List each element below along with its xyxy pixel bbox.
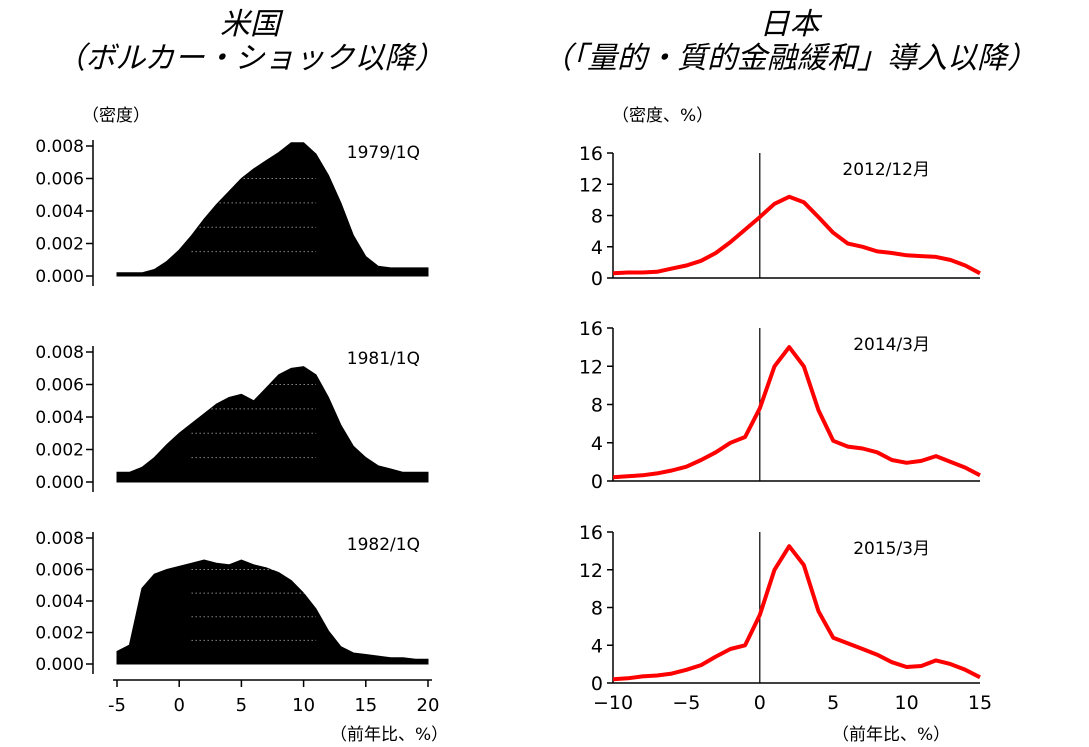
jp-panel-label: 2012/12月 [842,160,930,180]
us-y-tick-label: 0.004 [35,408,84,428]
us-panel-1 [86,140,429,286]
us-y-tick-label: 0.004 [35,592,84,612]
jp-y-tick-label: 0 [591,268,603,290]
us-density-area-2 [116,366,429,483]
jp-y-tick-label: 8 [591,598,603,620]
jp-panel-3 [607,531,981,684]
us-panel-label: 1982/1Q [347,535,420,555]
us-panel-2 [86,346,429,492]
jp-x-tick-label: 15 [968,692,992,714]
us-y-tick-label: 0.006 [35,376,84,396]
us-density-area-3 [116,559,429,665]
jp-y-tick-label: 16 [579,522,603,544]
jp-x-tick-label: 0 [754,692,766,714]
jp-panel-1 [607,152,981,279]
jp-panel-label: 2014/3月 [853,335,930,355]
jp-y-tick-label: 16 [579,143,603,165]
us-y-tick-label: 0.006 [35,561,84,581]
jp-title: 日本 （「量的・質的金融緩和」導入以降） [490,8,1089,76]
us-title: 米国 （ボルカー・ショック以降） [10,8,490,76]
us-density-area-1 [116,142,429,277]
us-x-tick-label: 20 [417,695,440,716]
jp-title-main: 日本 [759,7,820,42]
us-title-main: 米国 [220,7,280,42]
jp-y-tick-label: 4 [591,237,603,259]
jp-density-line-2 [612,345,981,480]
jp-y-tick-label: 16 [579,318,603,340]
jp-y-tick-label: 0 [591,471,603,493]
us-x-tick-label: 5 [236,695,247,716]
jp-y-unit: （密度、%） [612,106,714,126]
jp-y-tick-label: 12 [579,356,603,378]
us-y-tick-label: 0.000 [35,267,84,287]
us-panel-label: 1979/1Q [347,143,420,163]
jp-y-tick-label: 12 [579,560,603,582]
us-x-tick-label: 0 [173,695,184,716]
jp-panel-label: 2015/3月 [853,539,930,559]
us-x-tick-label: -5 [108,695,126,716]
us-title-sub: （ボルカー・ショック以降） [55,41,445,76]
jp-title-sub: （「量的・質的金融緩和」導入以降） [542,41,1037,76]
jp-panel-2 [607,327,981,482]
us-y-unit: （密度） [82,106,150,126]
us-y-tick-label: 0.004 [35,202,84,222]
us-y-tick-label: 0.000 [35,655,84,675]
jp-y-tick-label: 8 [591,206,603,228]
us-x-tick-label: 15 [354,695,377,716]
us-x-unit: （前年比、%） [330,725,449,745]
us-y-tick-label: 0.008 [35,137,84,157]
jp-x-unit: （前年比、%） [832,725,951,745]
jp-y-tick-label: 4 [591,635,603,657]
jp-x-tick-label: −10 [593,692,633,714]
jp-x-tick-label: −5 [672,692,700,714]
jp-y-tick-label: 0 [591,673,603,695]
us-y-tick-label: 0.008 [35,529,84,549]
jp-y-tick-label: 8 [591,395,603,417]
us-panel-label: 1981/1Q [347,349,420,369]
us-y-tick-label: 0.006 [35,170,84,190]
jp-density-line-1 [612,194,981,276]
us-y-tick-label: 0.002 [35,624,84,644]
us-y-tick-label: 0.008 [35,343,84,363]
jp-y-tick-label: 4 [591,433,603,455]
us-y-tick-label: 0.002 [35,235,84,255]
jp-y-tick-label: 12 [579,174,603,196]
us-x-tick-label: 10 [292,695,315,716]
us-y-tick-label: 0.000 [35,473,84,493]
us-panel-3 [86,532,429,674]
jp-x-tick-label: 5 [827,692,839,714]
jp-x-tick-label: 10 [895,692,919,714]
us-y-tick-label: 0.002 [35,441,84,461]
jp-density-line-3 [612,544,981,682]
